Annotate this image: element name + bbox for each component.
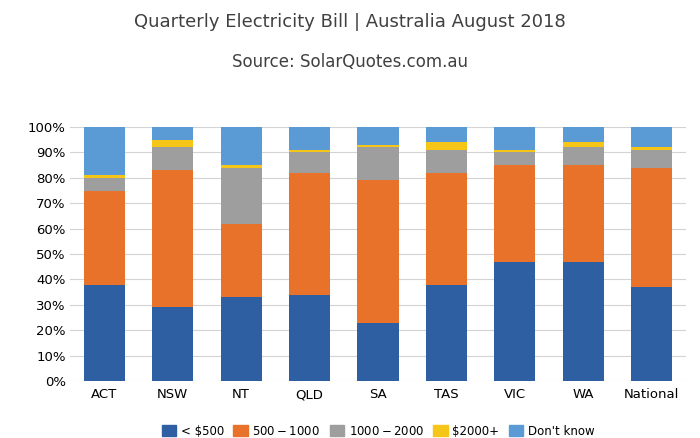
- Bar: [289, 152, 330, 173]
- Bar: [84, 175, 125, 178]
- Bar: [220, 127, 262, 165]
- Bar: [494, 261, 536, 381]
- Bar: [289, 295, 330, 381]
- Legend: < $500, $500 - $1000, $1000- $2000, $2000+, Don't know: < $500, $500 - $1000, $1000- $2000, $200…: [157, 420, 599, 438]
- Bar: [631, 150, 672, 168]
- Bar: [358, 323, 398, 381]
- Bar: [426, 285, 467, 381]
- Text: Source: SolarQuotes.com.au: Source: SolarQuotes.com.au: [232, 53, 468, 71]
- Bar: [631, 287, 672, 381]
- Bar: [220, 223, 262, 297]
- Bar: [563, 261, 604, 381]
- Text: Quarterly Electricity Bill | Australia August 2018: Quarterly Electricity Bill | Australia A…: [134, 13, 566, 31]
- Bar: [563, 147, 604, 165]
- Bar: [84, 285, 125, 381]
- Bar: [494, 165, 536, 261]
- Bar: [426, 150, 467, 173]
- Bar: [563, 165, 604, 261]
- Bar: [358, 147, 398, 180]
- Bar: [494, 127, 536, 150]
- Bar: [152, 140, 193, 147]
- Bar: [152, 170, 193, 307]
- Bar: [494, 150, 536, 152]
- Bar: [152, 307, 193, 381]
- Bar: [563, 142, 604, 147]
- Bar: [358, 145, 398, 147]
- Bar: [84, 191, 125, 285]
- Bar: [563, 127, 604, 142]
- Bar: [358, 127, 398, 145]
- Bar: [220, 168, 262, 223]
- Bar: [220, 165, 262, 168]
- Bar: [631, 147, 672, 150]
- Bar: [358, 180, 398, 323]
- Bar: [631, 168, 672, 287]
- Bar: [152, 127, 193, 140]
- Bar: [289, 173, 330, 295]
- Bar: [220, 297, 262, 381]
- Bar: [631, 127, 672, 147]
- Bar: [426, 173, 467, 285]
- Bar: [426, 127, 467, 142]
- Bar: [84, 178, 125, 191]
- Bar: [152, 147, 193, 170]
- Bar: [84, 127, 125, 175]
- Bar: [289, 150, 330, 152]
- Bar: [494, 152, 536, 165]
- Bar: [289, 127, 330, 150]
- Bar: [426, 142, 467, 150]
